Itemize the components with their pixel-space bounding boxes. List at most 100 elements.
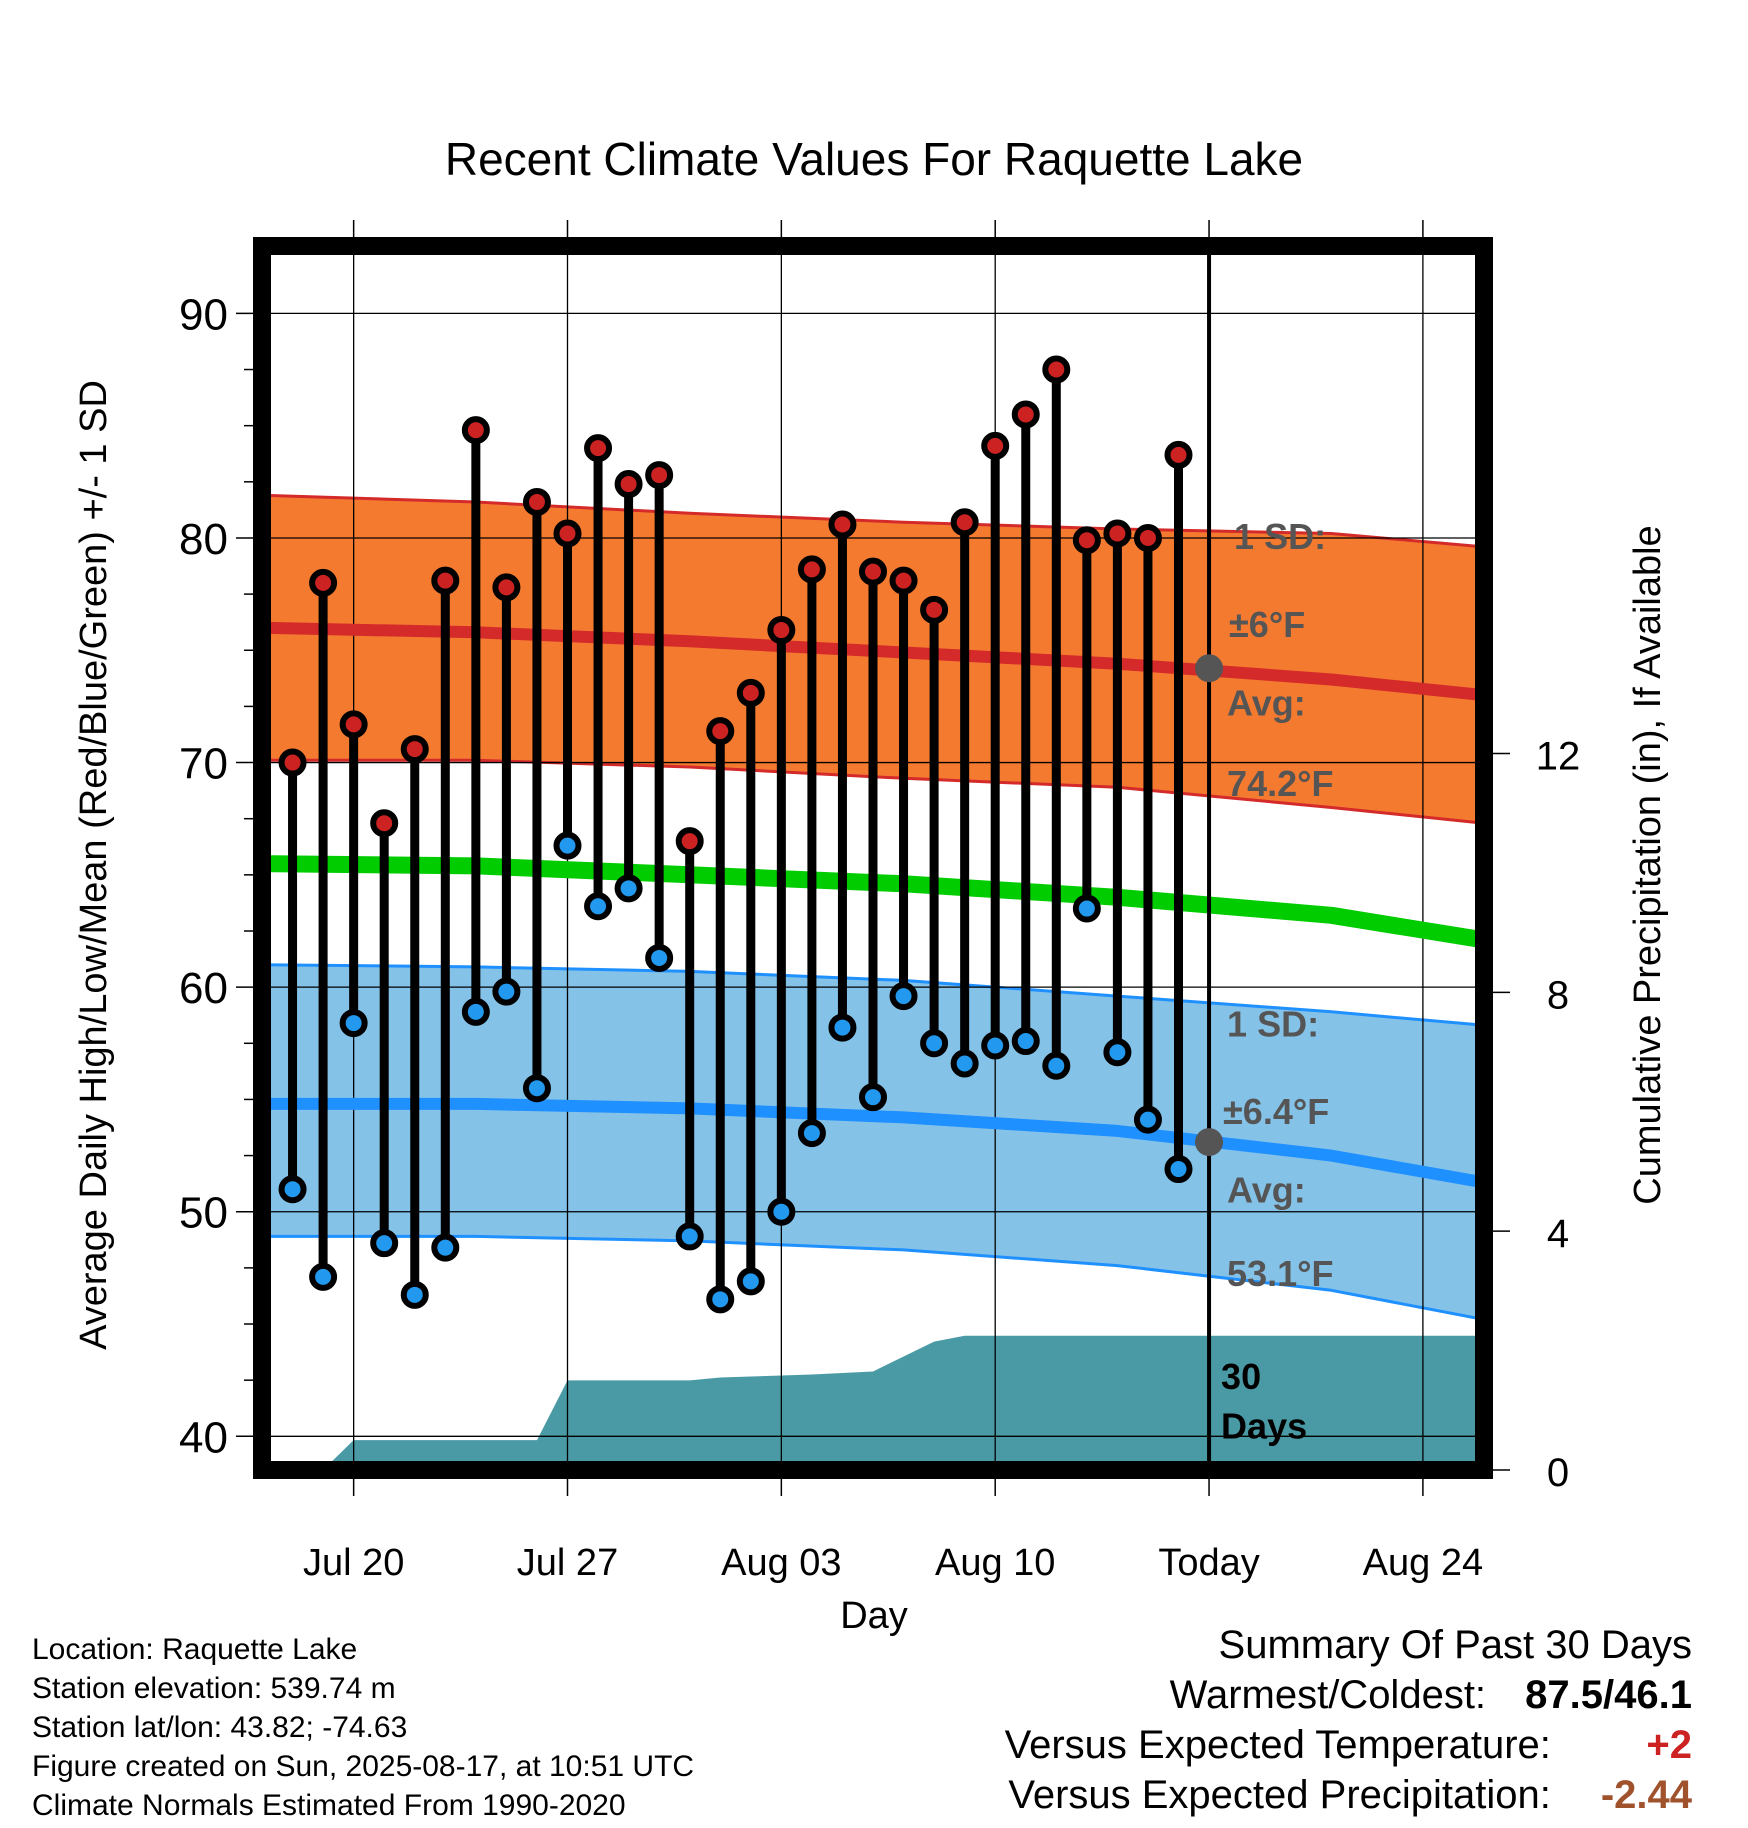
low-point xyxy=(400,1280,429,1309)
low-point xyxy=(767,1197,796,1226)
x-tick-label: Aug 24 xyxy=(1363,1542,1483,1584)
high-point xyxy=(1103,519,1132,548)
low-point xyxy=(675,1222,704,1251)
y-axis-left-label: Average Daily High/Low/Mean (Red/Blue/Gr… xyxy=(73,380,115,1350)
low-point xyxy=(797,1119,826,1148)
low-today-marker xyxy=(1195,1128,1224,1157)
high-point xyxy=(828,510,857,539)
low-point xyxy=(584,892,613,921)
x-tick-label: Aug 03 xyxy=(721,1542,841,1584)
high-point xyxy=(1133,523,1162,552)
y-left-tick-label: 50 xyxy=(179,1189,228,1238)
y-right-tick-label: 0 xyxy=(1547,1451,1569,1495)
precip-days-label-1: 30 xyxy=(1221,1356,1261,1397)
y-right-tick-label: 4 xyxy=(1547,1212,1569,1256)
temp-value: +2 xyxy=(1646,1723,1692,1767)
y-axis-right-label: Cumulative Precipitation (in), If Availa… xyxy=(1627,525,1669,1204)
y-left-tick-label: 40 xyxy=(179,1413,228,1462)
plot-area: 1 SD: ±6°F Avg: 74.2°F 1 SD: ±6.4°F Avg: 53.1°F… xyxy=(262,246,1484,1470)
summary-panel: Summary Of Past 30 Days Warmest/Coldest:… xyxy=(1005,1620,1692,1820)
high-point xyxy=(981,431,1010,460)
high-point xyxy=(859,557,887,586)
low-sd-label: 1 SD: xyxy=(1227,1004,1319,1045)
x-tick-label: Jul 27 xyxy=(517,1542,618,1584)
precip-label: Versus Expected Precipitation: xyxy=(1008,1773,1551,1817)
high-point xyxy=(370,809,399,838)
low-sd-lower-line xyxy=(262,1234,1484,1321)
low-avg-value: 53.1°F xyxy=(1227,1253,1333,1294)
y-right-tick-label: 12 xyxy=(1536,735,1581,779)
high-avg-label: Avg: xyxy=(1227,682,1306,723)
high-avg-value: 74.2°F xyxy=(1227,763,1333,804)
high-point xyxy=(767,616,796,645)
elevation-text: Station elevation: 539.74 m xyxy=(32,1672,396,1705)
low-point xyxy=(492,977,521,1006)
low-point xyxy=(431,1233,460,1262)
low-sd-value: ±6.4°F xyxy=(1223,1091,1329,1132)
low-point xyxy=(522,1074,551,1103)
y-left-tick-label: 90 xyxy=(179,290,228,339)
high-point xyxy=(553,519,582,548)
low-point xyxy=(889,982,918,1011)
low-point xyxy=(553,831,582,860)
high-point xyxy=(522,488,551,517)
low-point xyxy=(736,1267,765,1296)
high-point xyxy=(492,573,521,602)
low-point xyxy=(370,1229,399,1258)
low-point xyxy=(461,997,490,1026)
high-point xyxy=(645,461,674,490)
high-point xyxy=(1042,355,1071,384)
low-point xyxy=(1103,1038,1132,1067)
low-point xyxy=(859,1083,887,1112)
y-left-tick-label: 80 xyxy=(179,515,228,564)
high-point xyxy=(706,717,735,746)
high-point xyxy=(736,678,765,707)
y-left-tick-label: 70 xyxy=(179,740,228,789)
high-point xyxy=(675,827,704,856)
warmest-label: Warmest/Coldest: xyxy=(1169,1673,1487,1717)
precip-area xyxy=(262,1335,1484,1470)
low-point xyxy=(339,1009,368,1038)
chart-title: Recent Climate Values For Raquette Lake xyxy=(445,133,1303,185)
low-point xyxy=(828,1013,857,1042)
low-avg-line xyxy=(262,1097,1484,1189)
high-point xyxy=(278,748,307,777)
low-point xyxy=(1133,1105,1162,1134)
x-axis-label: Day xyxy=(840,1595,908,1637)
precip-value: -2.44 xyxy=(1600,1773,1692,1817)
high-point xyxy=(400,735,429,764)
high-point xyxy=(1011,400,1040,429)
summary-warmest-row: Warmest/Coldest: 87.5/46.1 xyxy=(1005,1670,1692,1720)
high-sd-label: 1 SD: xyxy=(1234,516,1326,557)
high-point xyxy=(309,568,338,597)
high-point xyxy=(614,470,643,499)
high-sd-value: ±6°F xyxy=(1229,604,1305,645)
summary-title: Summary Of Past 30 Days xyxy=(1218,1623,1692,1667)
x-tick-label: Aug 10 xyxy=(935,1542,1055,1584)
high-point xyxy=(584,434,613,463)
low-point xyxy=(309,1262,338,1291)
summary-temp-row: Versus Expected Temperature: +2 xyxy=(1005,1720,1692,1770)
created-text: Figure created on Sun, 2025-08-17, at 10… xyxy=(32,1750,695,1783)
low-avg-label: Avg: xyxy=(1227,1170,1306,1211)
low-point xyxy=(950,1049,979,1078)
latlon-text: Station lat/lon: 43.82; -74.63 xyxy=(32,1711,408,1744)
low-point xyxy=(920,1029,949,1058)
high-point xyxy=(431,566,460,595)
plot-frame xyxy=(253,237,1493,1479)
low-point xyxy=(1042,1051,1071,1080)
station-info: Location: Raquette Lake Station elevatio… xyxy=(32,1630,694,1825)
location-text: Location: Raquette Lake xyxy=(32,1633,358,1666)
x-tick-label: Jul 20 xyxy=(303,1542,404,1584)
warmest-value: 87.5/46.1 xyxy=(1525,1673,1692,1717)
low-point xyxy=(1011,1027,1040,1056)
y-left-tick-label: 60 xyxy=(179,964,228,1013)
high-point xyxy=(797,555,826,584)
summary-precip-row: Versus Expected Precipitation: -2.44 xyxy=(1005,1770,1692,1820)
low-point xyxy=(278,1175,307,1204)
normals-text: Climate Normals Estimated From 1990-2020 xyxy=(32,1789,626,1822)
temp-label: Versus Expected Temperature: xyxy=(1004,1723,1551,1767)
low-point xyxy=(981,1031,1010,1060)
high-point xyxy=(920,595,949,624)
